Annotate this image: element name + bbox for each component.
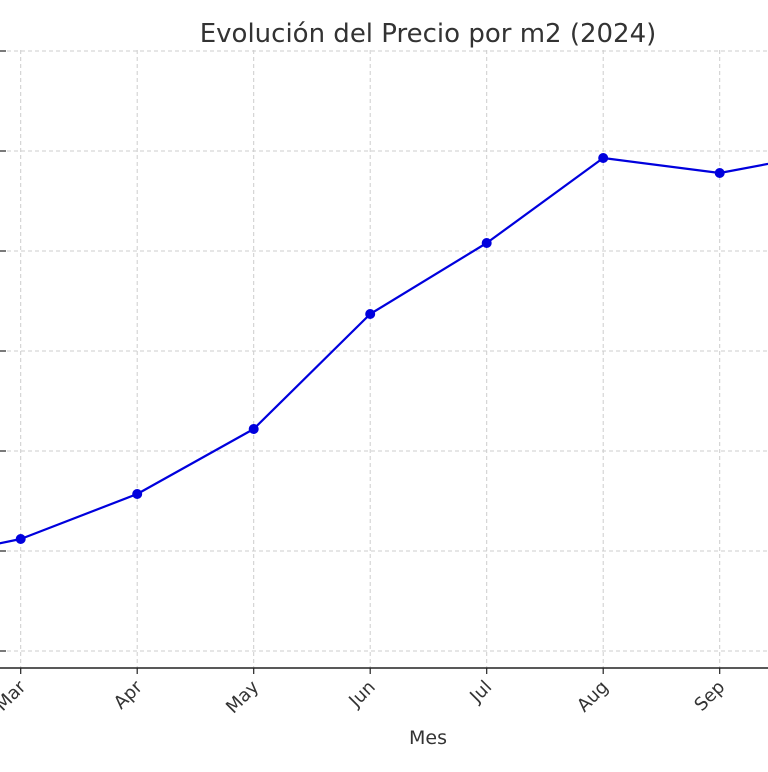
data-point bbox=[15, 534, 26, 544]
data-point bbox=[132, 489, 143, 499]
series-layer bbox=[0, 153, 768, 545]
x-tick-label: Jun bbox=[344, 677, 379, 712]
data-point bbox=[481, 238, 492, 248]
data-point bbox=[714, 168, 725, 178]
series-line bbox=[0, 156, 768, 545]
data-point bbox=[365, 309, 376, 319]
x-tick-label: Aug bbox=[573, 677, 613, 717]
data-point bbox=[248, 424, 259, 434]
x-tick-label: Mar bbox=[0, 676, 31, 715]
chart-title: Evolución del Precio por m2 (2024) bbox=[200, 19, 657, 49]
x-tick-label: May bbox=[222, 676, 263, 717]
x-tick-label: Apr bbox=[110, 676, 147, 713]
grid bbox=[0, 50, 768, 668]
x-axis-label: Mes bbox=[409, 727, 447, 749]
x-tick-label: Sep bbox=[690, 677, 729, 716]
data-point bbox=[598, 153, 609, 163]
x-tick-label: Jul bbox=[465, 677, 496, 708]
